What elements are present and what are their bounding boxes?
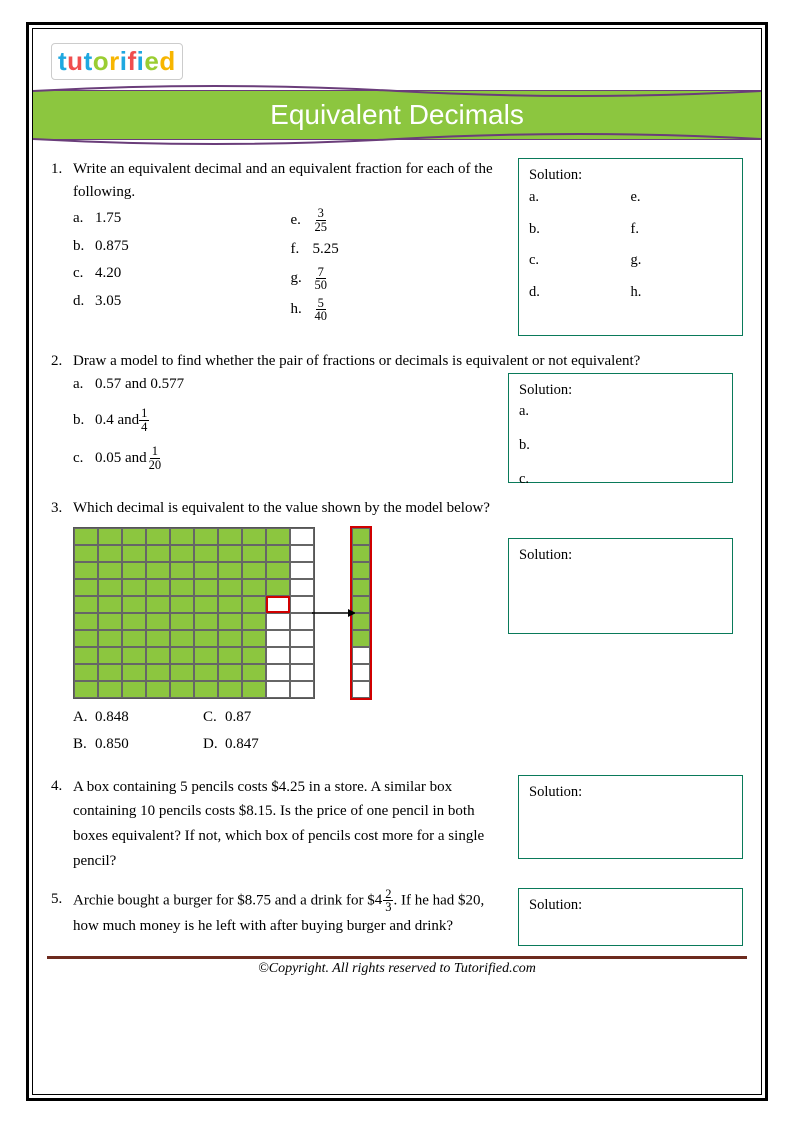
solution-slot: c. bbox=[519, 469, 722, 491]
mc-option: B.0.850 bbox=[73, 733, 203, 756]
solution-slot: a. bbox=[529, 187, 631, 209]
question-3: 3. Which decimal is equivalent to the va… bbox=[51, 497, 743, 765]
list-item: h.540 bbox=[291, 297, 509, 323]
wave-top-icon bbox=[33, 85, 761, 97]
question-1: 1. Write an equivalent decimal and an eq… bbox=[51, 158, 743, 336]
solution-label: Solution: bbox=[519, 545, 722, 567]
solution-slot: c. bbox=[529, 250, 631, 272]
content: 1. Write an equivalent decimal and an eq… bbox=[51, 158, 743, 946]
q3-model bbox=[73, 526, 372, 700]
q2-solution-box: Solution: a.b.c. bbox=[508, 373, 733, 483]
page-title: Equivalent Decimals bbox=[270, 99, 524, 131]
q5-number: 5. bbox=[51, 888, 73, 940]
inner-frame: tutorified Equivalent Decimals 1. Write … bbox=[32, 28, 762, 1095]
q4-number: 4. bbox=[51, 775, 73, 874]
list-item: c.0.05 and 120 bbox=[73, 445, 498, 471]
question-5: 5. Archie bought a burger for $8.75 and … bbox=[51, 888, 743, 946]
list-item: f.5.25 bbox=[291, 238, 509, 261]
wave-bottom-icon bbox=[33, 133, 761, 145]
solution-slot: b. bbox=[529, 219, 631, 241]
question-2: 2. Draw a model to find whether the pair… bbox=[51, 350, 743, 487]
mc-option: A.0.848 bbox=[73, 706, 203, 729]
title-band: Equivalent Decimals bbox=[33, 90, 761, 140]
list-item: c.4.20 bbox=[73, 262, 291, 285]
mc-option: D.0.847 bbox=[203, 733, 333, 756]
q1-solution-box: Solution: a. b. c. d. e. f. g. h. bbox=[518, 158, 743, 336]
mc-option: C.0.87 bbox=[203, 706, 333, 729]
question-4: 4. A box containing 5 pencils costs $4.2… bbox=[51, 775, 743, 878]
list-item: b.0.875 bbox=[73, 235, 291, 258]
hundred-grid bbox=[73, 527, 315, 699]
solution-slot: f. bbox=[631, 219, 733, 241]
solution-slot: a. bbox=[519, 401, 722, 423]
solution-label: Solution: bbox=[519, 380, 722, 402]
list-item: d.3.05 bbox=[73, 290, 291, 313]
list-item: a.0.57 and 0.577 bbox=[73, 373, 498, 396]
q1-prompt: Write an equivalent decimal and an equiv… bbox=[73, 158, 508, 203]
solution-slot: h. bbox=[631, 282, 733, 304]
list-item: g.750 bbox=[291, 266, 509, 292]
solution-label: Solution: bbox=[529, 895, 732, 917]
q1-number: 1. bbox=[51, 158, 73, 328]
solution-label: Solution: bbox=[529, 782, 732, 804]
q3-solution-box: Solution: bbox=[508, 538, 733, 634]
logo: tutorified bbox=[51, 43, 183, 80]
list-item: e.325 bbox=[291, 207, 509, 233]
list-item: a.1.75 bbox=[73, 207, 291, 230]
list-item: b.0.4 and 14 bbox=[73, 407, 498, 433]
outer-frame: tutorified Equivalent Decimals 1. Write … bbox=[26, 22, 768, 1101]
solution-slot: d. bbox=[529, 282, 631, 304]
q5-solution-box: Solution: bbox=[518, 888, 743, 946]
q2-number: 2. bbox=[51, 350, 73, 483]
solution-slot: g. bbox=[631, 250, 733, 272]
solution-slot: e. bbox=[631, 187, 733, 209]
q5-prompt: Archie bought a burger for $8.75 and a d… bbox=[73, 888, 508, 940]
q3-number: 3. bbox=[51, 497, 73, 761]
q4-solution-box: Solution: bbox=[518, 775, 743, 859]
solution-slot: b. bbox=[519, 435, 722, 457]
footer-copyright: ©Copyright. All rights reserved to Tutor… bbox=[51, 959, 743, 977]
q4-prompt: A box containing 5 pencils costs $4.25 i… bbox=[73, 775, 508, 874]
q3-prompt: Which decimal is equivalent to the value… bbox=[73, 497, 733, 520]
q2-prompt: Draw a model to find whether the pair of… bbox=[73, 350, 733, 373]
solution-label: Solution: bbox=[529, 165, 732, 187]
